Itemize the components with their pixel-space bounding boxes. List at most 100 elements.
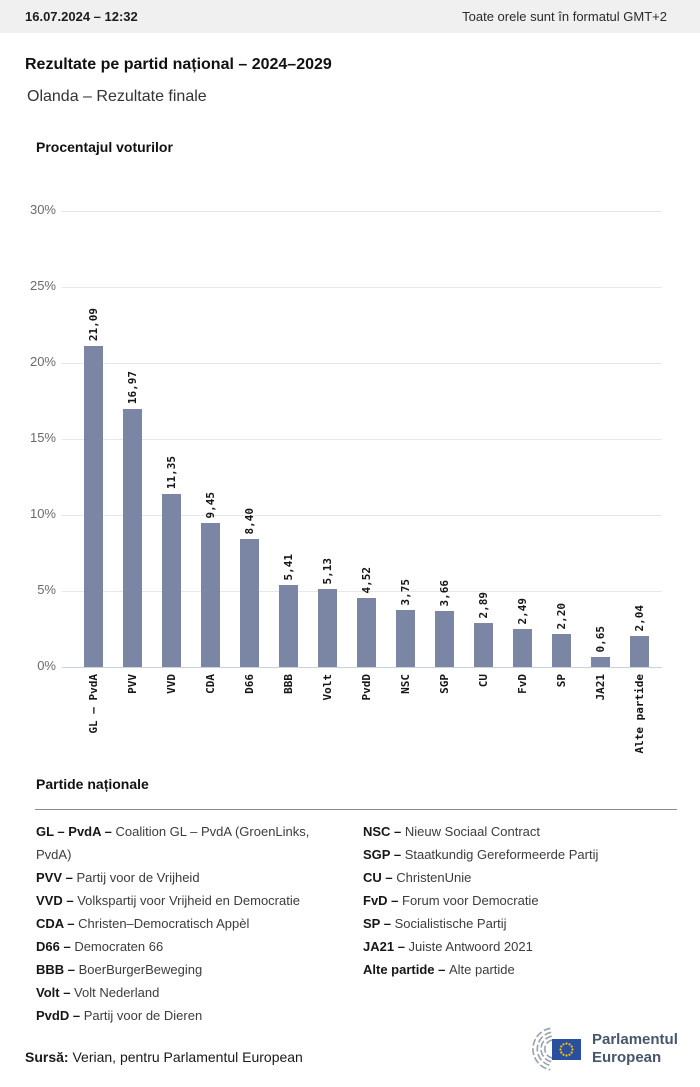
- party-abbr: BBB –: [36, 962, 79, 977]
- bar-value-label: 3,75: [399, 578, 412, 606]
- bar-BBB: [279, 585, 298, 667]
- party-name: Coalition GL – PvdA (GroenLinks, PvdA): [36, 824, 310, 862]
- party-abbr: PVV –: [36, 870, 77, 885]
- legend-item-SP: SP – Socialistische Partij: [363, 912, 676, 935]
- timezone-note: Toate orele sunt în formatul GMT+2: [462, 9, 667, 24]
- legend-item-CU: CU – ChristenUnie: [363, 866, 676, 889]
- party-abbr: FvD –: [363, 893, 403, 908]
- party-abbr: PvdD –: [36, 1008, 84, 1023]
- page-subtitle: Olanda – Rezultate finale: [27, 88, 207, 105]
- x-tick-label: CDA: [203, 674, 217, 694]
- legend-item-FvD: FvD – Forum voor Democratie: [363, 889, 676, 912]
- x-tick-label: GL – PvdA: [86, 674, 100, 734]
- bar-value-label: 8,40: [243, 507, 256, 535]
- y-tick-label: 0%: [37, 658, 56, 673]
- x-axis-baseline: [62, 667, 662, 668]
- legend-column: NSC – Nieuw Sociaal Contract SGP – Staatk…: [363, 820, 676, 1027]
- bar-value-label: 3,66: [438, 579, 451, 607]
- x-tick-label: PvdD: [359, 674, 373, 701]
- ep-hemicycle-icon: [532, 1027, 581, 1071]
- bar-CDA: [201, 523, 220, 667]
- x-tick-label: Alte partide: [632, 674, 646, 754]
- source-note: Sursă: Verian, pentru Parlamentul Europe…: [25, 1049, 303, 1065]
- legend-divider: [35, 809, 677, 810]
- page-title: Rezultate pe partid național – 2024–2029: [25, 56, 332, 73]
- party-abbr: VVD –: [36, 893, 78, 908]
- bar-value-label: 2,20: [555, 602, 568, 630]
- bar-Volt: [318, 589, 337, 667]
- bar-CU: [474, 623, 493, 667]
- top-info-bar: 16.07.2024 – 12:32 Toate orele sunt în f…: [0, 0, 700, 33]
- eu-flag-icon: [552, 1039, 581, 1060]
- legend-item-SGP: SGP – Staatkundig Gereformeerde Partij: [363, 843, 676, 866]
- gridline: [62, 287, 662, 288]
- party-name: Staatkundig Gereformeerde Partij: [404, 847, 599, 862]
- party-name: Partij voor de Dieren: [83, 1008, 203, 1023]
- party-abbr: Alte partide –: [363, 962, 449, 977]
- legend-heading: Partide naționale: [36, 776, 149, 792]
- ep-logo-text: Parlamentul European: [592, 1031, 678, 1067]
- bar-SP: [552, 634, 571, 667]
- bar-PvdD: [357, 598, 376, 667]
- ep-logo-line2: European: [592, 1049, 662, 1066]
- gridline: [62, 211, 662, 212]
- party-name: Juiste Antwoord 2021: [408, 939, 533, 954]
- legend-item-JA21: JA21 – Juiste Antwoord 2021: [363, 935, 676, 958]
- party-abbr: D66 –: [36, 939, 75, 954]
- bar-Alte partide: [630, 636, 649, 667]
- party-abbr: Volt –: [36, 985, 75, 1000]
- gridline: [62, 515, 662, 516]
- legend-item-NSC: NSC – Nieuw Sociaal Contract: [363, 820, 676, 843]
- party-name: BoerBurgerBeweging: [78, 962, 203, 977]
- x-tick-label: Volt: [320, 674, 334, 701]
- party-abbr: SGP –: [363, 847, 405, 862]
- y-tick-label: 20%: [29, 354, 56, 369]
- party-name: Volkspartij voor Vrijheid en Democratie: [77, 893, 300, 908]
- y-tick-label: 15%: [29, 430, 56, 445]
- legend-item-Volt: Volt – Volt Nederland: [36, 981, 345, 1004]
- source-label: Sursă:: [25, 1049, 69, 1065]
- bar-FvD: [513, 629, 532, 667]
- bar-chart: 30% 25% 20% 15% 10% 5% 0% 21,09 GL – PvdA 16,97 PV…: [0, 178, 700, 778]
- party-name: Christen–Democratisch Appèl: [78, 916, 250, 931]
- party-abbr: CDA –: [36, 916, 79, 931]
- bar-D66: [240, 539, 259, 667]
- gridline: [62, 591, 662, 592]
- bar-value-label: 2,49: [516, 597, 529, 625]
- x-tick-label: SGP: [437, 674, 451, 694]
- party-name: Volt Nederland: [74, 985, 160, 1000]
- legend-item-CDA: CDA – Christen–Democratisch Appèl: [36, 912, 345, 935]
- party-abbr: SP –: [363, 916, 395, 931]
- ep-logo[interactable]: Parlamentul European: [513, 1027, 678, 1071]
- x-tick-label: JA21: [593, 674, 607, 701]
- legend-item-GL – PvdA: GL – PvdA – Coalition GL – PvdA (GroenLi…: [36, 820, 345, 866]
- bar-value-label: 0,65: [594, 625, 607, 653]
- legend-item-PVV: PVV – Partij voor de Vrijheid: [36, 866, 345, 889]
- gridline: [62, 439, 662, 440]
- party-abbr: JA21 –: [363, 939, 409, 954]
- report-datetime: 16.07.2024 – 12:32: [25, 9, 138, 24]
- legend-item-PvdD: PvdD – Partij voor de Dieren: [36, 1004, 345, 1027]
- party-name: Alte partide: [448, 962, 515, 977]
- party-legend: GL – PvdA – Coalition GL – PvdA (GroenLi…: [36, 820, 676, 1027]
- party-name: Partij voor de Vrijheid: [76, 870, 200, 885]
- party-abbr: CU –: [363, 870, 397, 885]
- x-tick-label: CU: [476, 674, 490, 688]
- x-tick-label: PVV: [125, 674, 139, 694]
- y-tick-label: 25%: [29, 278, 56, 293]
- bar-value-label: 2,04: [633, 604, 646, 632]
- party-name: Democraten 66: [74, 939, 164, 954]
- y-tick-label: 10%: [29, 506, 56, 521]
- bar-value-label: 4,52: [360, 566, 373, 594]
- party-name: Socialistische Partij: [394, 916, 507, 931]
- party-name: Forum voor Democratie: [402, 893, 539, 908]
- bar-PVV: [123, 409, 142, 667]
- y-tick-label: 5%: [37, 582, 56, 597]
- x-tick-label: FvD: [515, 674, 529, 694]
- x-tick-label: BBB: [281, 674, 295, 694]
- x-tick-label: D66: [242, 674, 256, 694]
- legend-item-BBB: BBB – BoerBurgerBeweging: [36, 958, 345, 981]
- bar-GL – PvdA: [84, 346, 103, 667]
- legend-item-D66: D66 – Democraten 66: [36, 935, 345, 958]
